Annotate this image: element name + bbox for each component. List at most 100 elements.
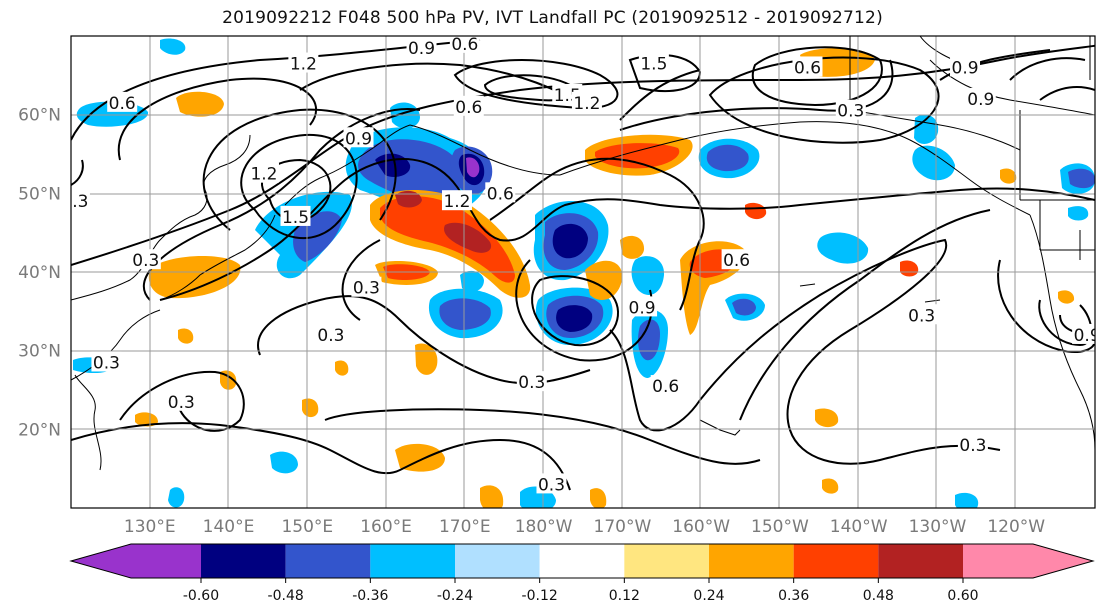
contour-label-21: 0.9	[627, 296, 658, 318]
lon-label-6: 170°W	[594, 517, 652, 537]
contour-label-22: 0.6	[721, 249, 752, 271]
colorbar-swatch-1	[201, 544, 286, 578]
colorbar-tick-label-0: -0.60	[183, 588, 219, 601]
contour-label-9: 0.3	[835, 99, 866, 122]
contour-label-15: 0.3	[61, 190, 90, 212]
contour-label-26: 0.3	[516, 371, 547, 393]
lon-label-5: 180°W	[515, 517, 573, 537]
colorbar-swatch-0	[71, 544, 201, 578]
map-frame	[70, 35, 1096, 509]
contour-label-text: 0.6	[794, 58, 821, 78]
contour-label-text: 1.5	[282, 208, 309, 228]
contour-label-28: 0.3	[536, 473, 567, 495]
colorbar-tick-label-8: 0.48	[863, 588, 894, 601]
lon-label-8: 150°W	[751, 517, 809, 537]
contour-label-text: 0.9	[952, 58, 979, 78]
colorbar-swatch-3	[370, 544, 455, 578]
contour-label-bg	[957, 434, 988, 455]
lat-label-4: 20°N	[18, 420, 61, 440]
contour-label-text: 0.3	[317, 326, 344, 346]
contour-label-text: 0.9	[1074, 326, 1101, 346]
contour-label-text: 0.3	[908, 306, 935, 326]
contour-label-bg	[71, 190, 90, 211]
contour-label-text: 0.9	[967, 90, 994, 110]
contour-label-bg	[571, 91, 602, 112]
contour-label-20: 0.3	[315, 323, 346, 346]
contour-label-3: 0.6	[107, 91, 138, 114]
colorbar-swatch-10	[963, 544, 1093, 578]
contour-label-6: 1.2	[571, 91, 602, 114]
colorbar-tick-label-2: -0.36	[352, 588, 388, 601]
colorbar: -0.60 -0.48 -0.36 -0.24 -0.12 0.12 0.24 0.36 0.4…	[69, 543, 1095, 601]
contour-label-text: 0.3	[837, 102, 864, 122]
colorbar-tick-label-4: -0.12	[522, 588, 558, 601]
contour-label-bg	[441, 190, 472, 211]
contour-label-text: 0.3	[353, 279, 380, 299]
map-title: 2019092212 F048 500 hPa PV, IVT Landfall…	[222, 8, 883, 28]
contour-label-text: 0.6	[109, 94, 136, 114]
contour-label-bg	[166, 390, 197, 411]
contour-label-text: 0.3	[93, 353, 120, 373]
contour-label-bg	[280, 205, 311, 226]
contour-label-25: 0.3	[166, 390, 197, 413]
contour-label-text: 0.3	[168, 393, 195, 413]
contour-label-24: 0.3	[91, 351, 122, 373]
contour-label-text: 0.3	[538, 475, 565, 495]
lat-label-0: 60°N	[18, 106, 61, 126]
contour-label-bg	[536, 473, 567, 494]
contour-label-bg	[343, 127, 374, 148]
contour-label-bg	[1100, 489, 1105, 509]
lat-label-3: 30°N	[18, 342, 61, 362]
lon-label-3: 160°E	[360, 517, 412, 537]
lat-label-2: 40°N	[18, 263, 61, 283]
lon-label-4: 170°E	[439, 517, 491, 537]
lat-label-1: 50°N	[18, 184, 61, 204]
contour-label-text: 1.5	[640, 55, 667, 75]
contour-label-text: 1.2	[443, 192, 470, 212]
contour-label-10: 0.9	[950, 56, 981, 78]
contour-label-text: 0.3	[132, 251, 159, 271]
colorbar-swatch-2	[285, 544, 371, 578]
contour-label-14: 1.5	[280, 205, 311, 228]
contour-label-text: 0.9	[629, 298, 656, 318]
lon-label-9: 140°W	[830, 517, 888, 537]
contour-labels: 1.2 0.9 0.6 0.6 0.6 1.5 1.2 1.5 0.6 0.3 0.9 0.9 0.9 1…	[61, 35, 1105, 509]
colorbar-swatch-9	[878, 544, 963, 578]
contour-label-text: 1.2	[573, 94, 600, 114]
contour-label-bg	[449, 36, 480, 53]
contour-label-bg	[453, 95, 484, 116]
contour-label-bg	[950, 56, 981, 77]
contour-label-bg	[315, 323, 346, 344]
contour-label-31: 0.9	[1072, 323, 1101, 346]
colorbar-tick-label-9: 0.60	[947, 588, 978, 601]
contour-label-text: 0.6	[455, 98, 482, 118]
contour-label-text: 0.3	[518, 373, 545, 393]
colorbar-swatch-7	[709, 544, 794, 578]
contour-label-7: 1.5	[638, 52, 669, 75]
contour-label-text: 0.3	[959, 436, 986, 456]
longitude-axis: 130°E 140°E 150°E 160°E 170°E 180°W 170°W 160°W…	[124, 517, 1045, 537]
contour-label-bg	[351, 276, 382, 297]
contour-label-0: 1.2	[288, 52, 319, 75]
colorbar-tick-label-6: 0.24	[693, 588, 724, 601]
contour-label-bg	[721, 249, 752, 270]
contour-label-bg	[835, 99, 866, 120]
contour-label-bg	[485, 182, 516, 203]
colorbar-tick-label-3: -0.24	[437, 588, 473, 601]
contour-label-text: 0.6	[652, 377, 679, 397]
contour-label-23: 0.3	[906, 304, 937, 326]
contour-label-2: 0.6	[449, 35, 480, 55]
contour-label-text: 0.3	[61, 192, 88, 212]
contour-label-13: 1.2	[248, 162, 279, 185]
contour-label-29: 0.3	[957, 434, 988, 456]
contour-label-text: 0.6	[451, 35, 478, 55]
colorbar-tick-label-5: 0.12	[609, 588, 640, 601]
lon-label-2: 150°E	[281, 517, 333, 537]
contour-label-bg	[627, 296, 658, 317]
contour-label-27: 0.6	[650, 375, 681, 397]
contour-label-text: 1.2	[290, 55, 317, 75]
contour-label-bg	[650, 375, 681, 396]
coastlines	[71, 36, 1095, 471]
contour-label-18: 1.2	[441, 190, 472, 212]
